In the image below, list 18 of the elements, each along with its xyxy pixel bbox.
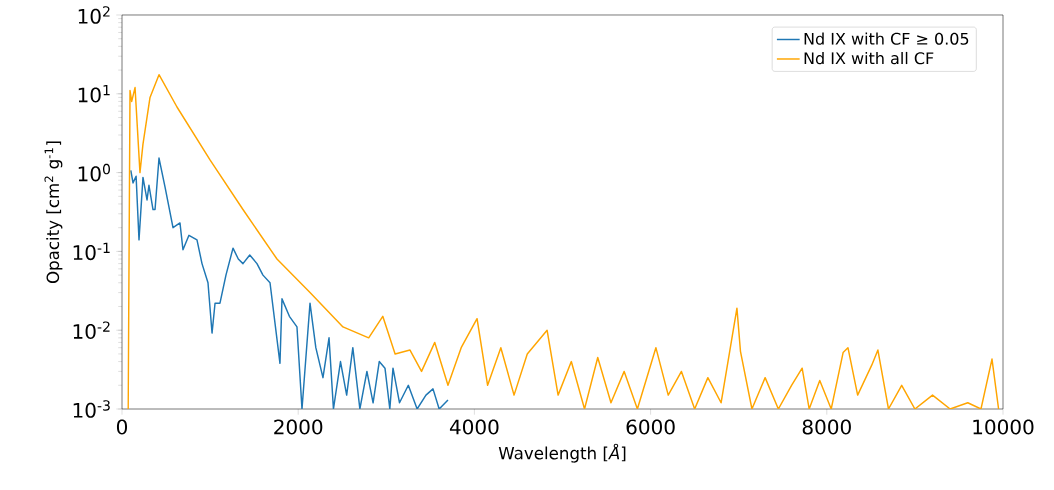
y-axis-title: Opacity [cm$^{2}$ g$^{-1}$] [44,141,63,284]
y-tick-label: 10$^{2}$ [78,6,110,24]
line-series [130,157,449,409]
y-tick-label: 10$^{-3}$ [73,400,110,418]
x-tick-label: 4000 [449,419,499,435]
x-tick-label: 10000 [973,419,1034,435]
legend-label: Nd IX with CF ≥ 0.05 [804,32,969,45]
x-tick-label: 0 [116,419,128,435]
legend-label: Nd IX with all CF [804,51,934,65]
x-tick-label: 8000 [802,419,851,435]
y-tick-label: 10$^{1}$ [78,85,110,103]
y-tick-label: 10$^{-2}$ [73,321,110,340]
y-tick-label: 10$^{0}$ [78,163,110,182]
line-series [127,73,1000,409]
x-tick-label: 6000 [626,419,675,435]
y-tick-label: 10$^{-1}$ [73,242,110,261]
x-axis-title: Wavelength [Å] [498,443,626,463]
x-tick-label: 2000 [274,419,323,435]
